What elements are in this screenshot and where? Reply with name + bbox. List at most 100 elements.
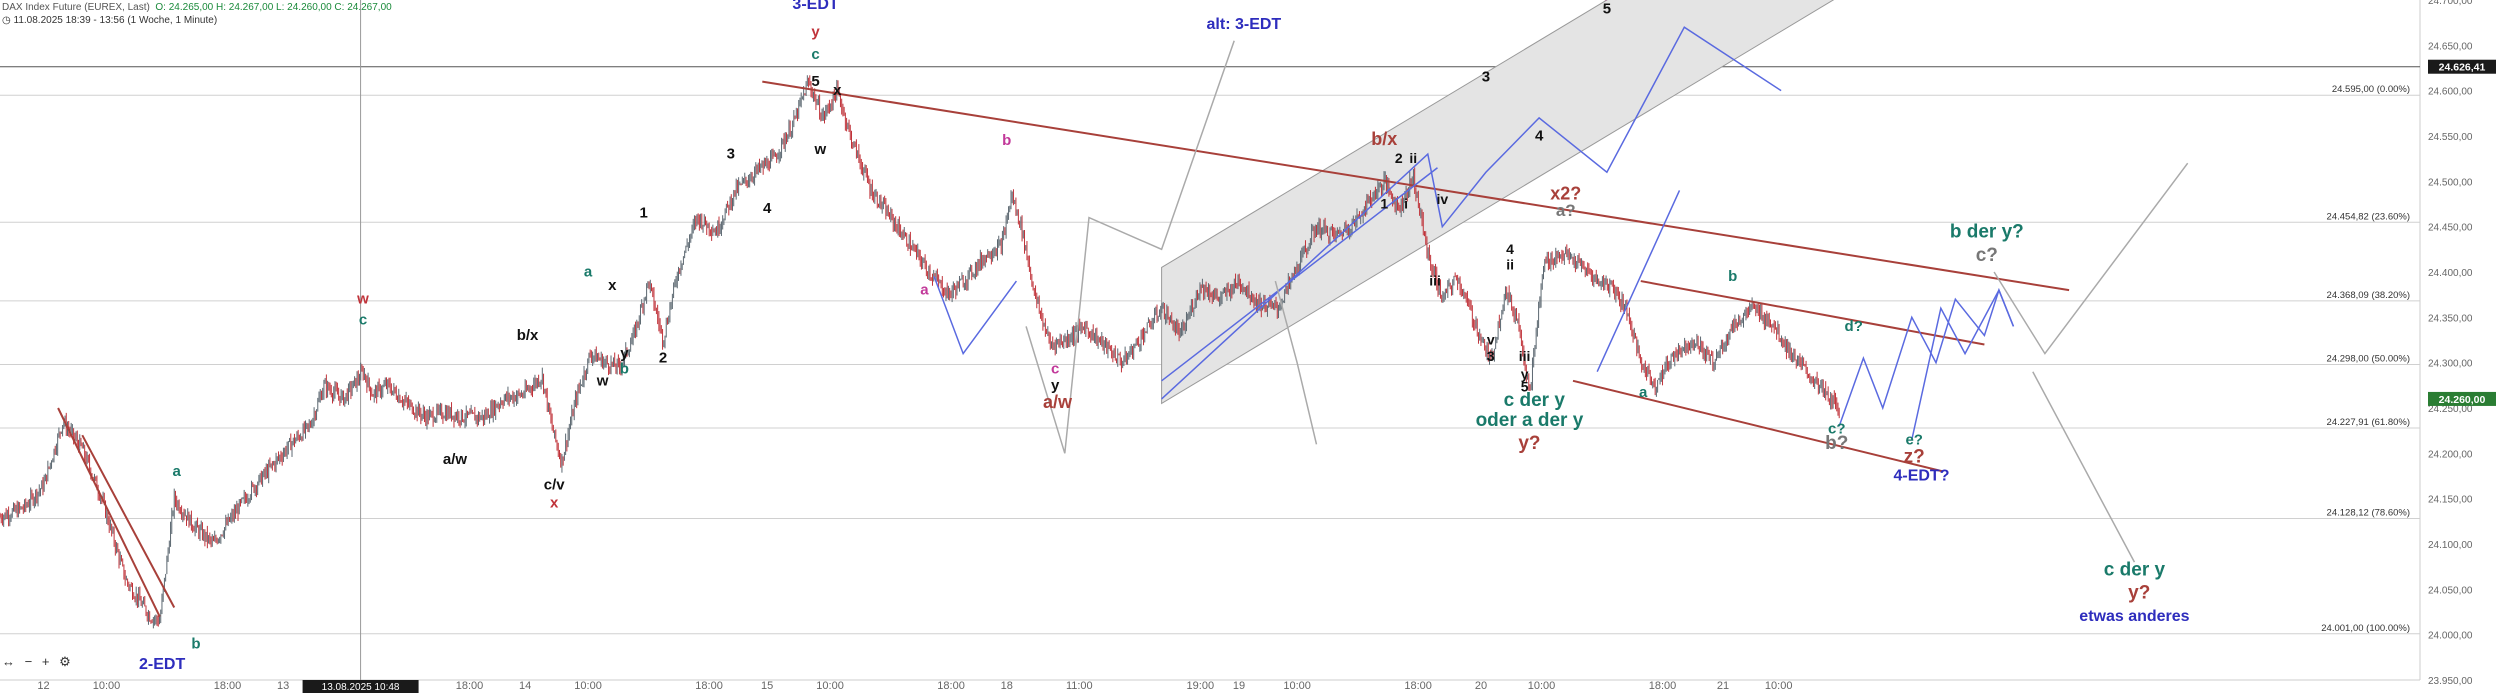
wave-label: b (1002, 132, 1011, 149)
ohlc-text: O: 24.265,00 H: 24.267,00 L: 24.260,00 C… (155, 2, 392, 13)
zoom-out-button[interactable]: − (24, 654, 33, 669)
wave-label: b (191, 635, 200, 652)
fib-label: 24.298,00 (50.00%) (2327, 353, 2410, 364)
wave-label: y? (1518, 433, 1540, 454)
trendline-upper-resistance (762, 80, 2070, 292)
fib-label: 24.454,82 (23.60%) (2327, 211, 2410, 222)
wave-label: 2-EDT (139, 656, 185, 673)
projection-blue-upper (1161, 26, 1782, 400)
wave-label: z? (1904, 446, 1925, 467)
projection-blue-right (1838, 287, 2015, 427)
wave-label: 4 (1506, 241, 1514, 257)
x-tick-label: 19 (1233, 680, 1245, 692)
gear-icon[interactable]: ⚙ (59, 654, 71, 669)
wave-label: a (1639, 384, 1648, 401)
wave-label: a/w (1043, 392, 1073, 412)
projection-blue-channel-mid (1161, 167, 1438, 382)
y-tick-label: 24.300,00 (2428, 359, 2473, 370)
y-tick-label: 24.200,00 (2428, 449, 2473, 460)
y-tick-label: 24.100,00 (2428, 540, 2473, 551)
wave-label: c (811, 46, 819, 63)
trendline-lower-b-line (1640, 280, 1985, 346)
wave-label: 3 (1487, 348, 1495, 364)
x-tick-label: 18:00 (456, 680, 484, 692)
y-tick-label: 24.250,00 (2428, 404, 2473, 415)
crosshair-x-label: 13.08.2025 10:48 (322, 682, 400, 693)
projection-gray-mid (1274, 280, 1318, 445)
range-text: 11.08.2025 18:39 - 13:56 (1 Woche, 1 Min… (13, 15, 218, 26)
wave-label: 1 (640, 205, 648, 222)
trendline-left-channel-a (57, 407, 161, 617)
y-tick-label: 24.450,00 (2428, 223, 2473, 234)
current-price-label: 24.626,41 (2439, 62, 2486, 74)
wave-label: w (814, 141, 827, 158)
x-tick-label: 15 (761, 680, 773, 692)
wave-label: a? (1556, 201, 1576, 220)
projection-blue-left (933, 276, 1018, 356)
x-tick-label: 10:00 (1283, 680, 1311, 692)
last-price-label: 24.260,00 (2439, 394, 2486, 406)
wave-label: ii (1409, 150, 1417, 166)
trendline-lower-support (1572, 379, 1944, 473)
trendline-left-channel-b (81, 434, 176, 608)
wave-label: oder a der y (1476, 410, 1584, 431)
fib-label: 24.595,00 (0.00%) (2332, 84, 2410, 95)
x-tick-label: 11:00 (1066, 680, 1093, 692)
x-tick-label: 14 (519, 680, 531, 692)
wave-label: a (172, 463, 181, 480)
x-tick-label: 10:00 (816, 680, 844, 692)
x-tick-label: 18 (1001, 680, 1013, 692)
wave-label: 4 (763, 200, 772, 217)
wave-label: 3 (1482, 69, 1490, 86)
y-tick-label: 23.950,00 (2428, 676, 2473, 687)
y-tick-label: 24.400,00 (2428, 268, 2473, 279)
clock-icon: ◷ (2, 15, 11, 26)
wave-label: iv (1436, 191, 1448, 207)
wave-label: c/3 (1596, 0, 1618, 4)
wave-label: 3-EDT (792, 0, 838, 13)
projection-gray-right (1993, 162, 2189, 355)
x-tick-label: 21 (1717, 680, 1729, 692)
y-tick-label: 24.550,00 (2428, 132, 2473, 143)
wave-label: c? (1828, 420, 1846, 437)
wave-label: x (608, 277, 617, 294)
wave-label: x (550, 495, 559, 512)
wave-label: 5 (1603, 1, 1611, 18)
y-tick-label: 24.000,00 (2428, 631, 2473, 642)
wave-label: w (356, 291, 369, 308)
chart-header-range: ◷ 11.08.2025 18:39 - 13:56 (1 Woche, 1 M… (2, 15, 217, 26)
y-tick-label: 24.500,00 (2428, 177, 2473, 188)
wave-label: x (833, 82, 842, 99)
y-tick-label: 24.050,00 (2428, 585, 2473, 596)
x-tick-label: 10:00 (93, 680, 121, 692)
wave-label: y? (2128, 582, 2150, 603)
fib-label: 24.227,91 (61.80%) (2327, 417, 2410, 428)
projection-gray-zigzag (1025, 40, 1235, 454)
wave-label: c/v (544, 477, 566, 494)
current-price-badge (2428, 59, 2496, 74)
fib-label: 24.368,09 (38.20%) (2327, 290, 2410, 301)
wave-label: b/x (1371, 129, 1397, 149)
wave-label: b der y? (1950, 222, 2024, 243)
x-tick-label: 10:00 (1765, 680, 1793, 692)
x-tick-label: 19:00 (1187, 680, 1215, 692)
wave-label: c der y (1504, 390, 1566, 411)
y-tick-label: 24.150,00 (2428, 495, 2473, 506)
last-price-badge (2428, 391, 2496, 406)
wave-label: a/w (443, 451, 468, 468)
wave-label: iii (1429, 273, 1441, 289)
wave-label: 2 (659, 350, 667, 367)
arrows-horizontal-icon[interactable]: ↔ (2, 654, 15, 669)
wave-label: b? (1825, 433, 1848, 454)
x-tick-label: 18:00 (214, 680, 242, 692)
wave-label: 4-EDT? (1893, 468, 1949, 485)
chart-header-symbol: DAX Index Future (EUREX, Last) O: 24.265… (2, 2, 392, 13)
projection-blue-right-2 (1911, 288, 2015, 440)
wave-label: 2 (1395, 150, 1403, 166)
wave-label: 1 (1380, 196, 1388, 212)
wave-label: d? (1845, 318, 1863, 335)
zoom-in-button[interactable]: + (41, 654, 50, 669)
y-tick-label: 24.700,00 (2428, 0, 2473, 7)
